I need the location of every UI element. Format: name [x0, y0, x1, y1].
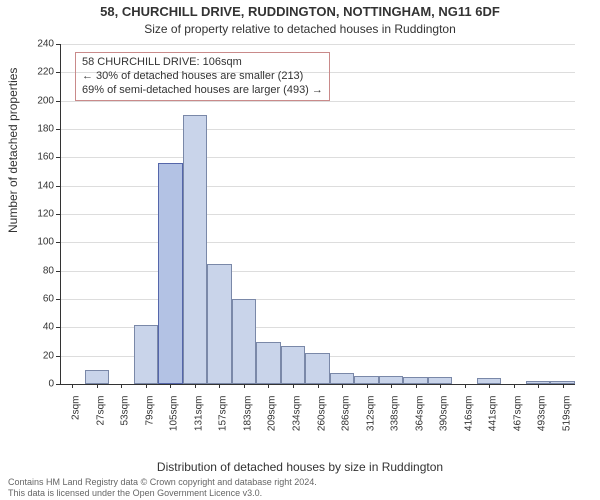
annotation-line: 58 CHURCHILL DRIVE: 106sqm: [82, 56, 323, 70]
histogram-bar: [183, 115, 208, 384]
x-tick-label: 286sqm: [341, 396, 352, 432]
x-tick-label: 416sqm: [463, 396, 474, 432]
annotation-line: ← 30% of detached houses are smaller (21…: [82, 70, 323, 84]
x-tick: [563, 384, 564, 388]
chart-subtitle: Size of property relative to detached ho…: [0, 22, 600, 36]
histogram-bar: [428, 377, 453, 384]
x-tick: [342, 384, 343, 388]
x-tick: [121, 384, 122, 388]
x-tick-label: 2sqm: [71, 396, 82, 420]
histogram-bar: [354, 376, 379, 385]
x-tick: [489, 384, 490, 388]
x-tick-label: 131sqm: [193, 396, 204, 432]
histogram-bar: [403, 377, 428, 384]
y-tick-label: 180: [37, 124, 54, 135]
footer-line-2: This data is licensed under the Open Gov…: [8, 488, 317, 498]
annotation-line: 69% of semi-detached houses are larger (…: [82, 84, 323, 98]
x-tick: [367, 384, 368, 388]
x-tick: [440, 384, 441, 388]
histogram-bar: [281, 346, 306, 384]
x-tick: [465, 384, 466, 388]
x-tick-label: 338sqm: [390, 396, 401, 432]
y-axis-label: Number of detached properties: [6, 68, 20, 233]
histogram-bar: [256, 342, 281, 385]
y-tick-label: 220: [37, 67, 54, 78]
grid-line: [60, 271, 575, 272]
chart-container: { "chart": { "type": "histogram", "title…: [0, 0, 600, 500]
x-tick-label: 157sqm: [218, 396, 229, 432]
y-tick-label: 240: [37, 39, 54, 50]
x-tick-label: 79sqm: [144, 396, 155, 426]
grid-line: [60, 157, 575, 158]
x-tick: [514, 384, 515, 388]
y-tick-label: 60: [43, 294, 54, 305]
grid-line: [60, 299, 575, 300]
footer-attribution: Contains HM Land Registry data © Crown c…: [8, 477, 317, 498]
y-tick-label: 120: [37, 209, 54, 220]
x-tick-label: 364sqm: [414, 396, 425, 432]
x-tick-label: 390sqm: [439, 396, 450, 432]
x-tick-label: 441sqm: [488, 396, 499, 432]
x-tick-label: 209sqm: [267, 396, 278, 432]
x-tick: [244, 384, 245, 388]
annotation-box: 58 CHURCHILL DRIVE: 106sqm← 30% of detac…: [75, 52, 330, 101]
y-tick-label: 200: [37, 95, 54, 106]
x-tick: [170, 384, 171, 388]
histogram-bar: [526, 381, 551, 384]
grid-line: [60, 186, 575, 187]
x-tick-label: 260sqm: [316, 396, 327, 432]
histogram-bar: [232, 299, 257, 384]
x-tick-label: 27sqm: [95, 396, 106, 426]
footer-line-1: Contains HM Land Registry data © Crown c…: [8, 477, 317, 487]
x-tick: [538, 384, 539, 388]
histogram-bar: [477, 378, 502, 384]
y-tick-label: 80: [43, 265, 54, 276]
x-tick: [195, 384, 196, 388]
x-tick-label: 53sqm: [120, 396, 131, 426]
grid-line: [60, 129, 575, 130]
histogram-bar: [550, 381, 575, 384]
grid-line: [60, 242, 575, 243]
x-tick: [219, 384, 220, 388]
x-tick: [146, 384, 147, 388]
x-tick: [293, 384, 294, 388]
y-tick-label: 0: [48, 379, 54, 390]
histogram-bar: [207, 264, 232, 384]
x-tick-label: 519sqm: [561, 396, 572, 432]
y-tick-label: 40: [43, 322, 54, 333]
x-tick-label: 234sqm: [291, 396, 302, 432]
x-tick-label: 467sqm: [512, 396, 523, 432]
y-tick-label: 100: [37, 237, 54, 248]
x-tick-label: 105sqm: [169, 396, 180, 432]
x-tick: [97, 384, 98, 388]
y-tick-label: 160: [37, 152, 54, 163]
histogram-bar: [379, 376, 404, 385]
grid-line: [60, 44, 575, 45]
histogram-bar: [134, 325, 159, 385]
histogram-bar: [85, 370, 110, 384]
x-axis-label: Distribution of detached houses by size …: [0, 460, 600, 474]
histogram-bar: [330, 373, 355, 384]
x-tick: [318, 384, 319, 388]
x-tick-label: 493sqm: [537, 396, 548, 432]
x-tick: [391, 384, 392, 388]
x-tick: [72, 384, 73, 388]
grid-line: [60, 214, 575, 215]
x-tick-label: 312sqm: [365, 396, 376, 432]
x-tick: [416, 384, 417, 388]
y-axis-line: [60, 44, 61, 384]
y-tick-label: 20: [43, 350, 54, 361]
chart-title: 58, CHURCHILL DRIVE, RUDDINGTON, NOTTING…: [0, 4, 600, 19]
y-tick-label: 140: [37, 180, 54, 191]
x-tick-label: 183sqm: [242, 396, 253, 432]
histogram-bar-highlight: [158, 163, 183, 384]
x-tick: [268, 384, 269, 388]
histogram-bar: [305, 353, 330, 384]
